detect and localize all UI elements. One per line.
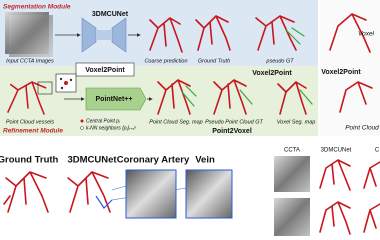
vessel-tree [319, 159, 380, 235]
module-label: Refinement Module [3, 128, 63, 135]
column-header: CCTA [284, 148, 300, 154]
column-header: Coronary Artery [117, 155, 190, 166]
operation-box [75, 62, 135, 77]
network-label: PointNet++ [96, 96, 133, 103]
caption: pseudo GT [265, 58, 294, 64]
network-icon [96, 30, 112, 40]
operation-label: Voxel2Point [252, 70, 292, 77]
network-label: 3DMCUNet [92, 11, 129, 18]
right-panel [320, 0, 380, 136]
zoom-patch [185, 169, 233, 219]
vessel-tree [149, 15, 305, 53]
legend-text: Central Point pᵢ [86, 118, 120, 124]
point-cloud [7, 73, 77, 115]
column-header: 3DMCUNet [321, 148, 352, 154]
vessel-tree [157, 79, 313, 115]
legend-text: k-NN neighbors {pⱼ}ⱼ₌₁ᵏ [86, 125, 136, 131]
column-header: Ground Truth [0, 155, 59, 166]
legend-marker [80, 126, 84, 130]
ct-image [9, 15, 53, 57]
column-header: C [375, 148, 380, 154]
ct-image [274, 156, 310, 192]
ct-image [274, 198, 310, 236]
legend-marker [80, 119, 84, 123]
caption: Point Cloud vessels [6, 119, 55, 125]
operation-label: Point2Voxel [212, 128, 252, 135]
caption: Pseudo Point Cloud GT [205, 119, 263, 125]
caption: Coarse prediction [144, 58, 187, 64]
vessel-tree [3, 171, 113, 213]
operation-label: Voxel2Point [321, 69, 361, 76]
caption: Ground Truth [198, 58, 230, 64]
caption: Point Cloud Seg. map [149, 119, 203, 125]
column-header: 3DMCUNet [67, 155, 117, 166]
caption: Point Cloud [345, 125, 379, 132]
zoom-patch [125, 169, 177, 219]
column-header: Vein [195, 155, 215, 166]
vessel-tree [329, 13, 371, 53]
vessel-tree [339, 81, 373, 113]
operation-label: Voxel2Point [85, 67, 125, 74]
caption: Voxel [358, 31, 375, 38]
network-icon [85, 87, 147, 111]
module-label: Segmentation Module [3, 4, 71, 11]
caption: Input CCTA Images [6, 58, 54, 64]
refinement-panel [0, 66, 318, 136]
caption: Voxel Seg. map [277, 119, 316, 125]
